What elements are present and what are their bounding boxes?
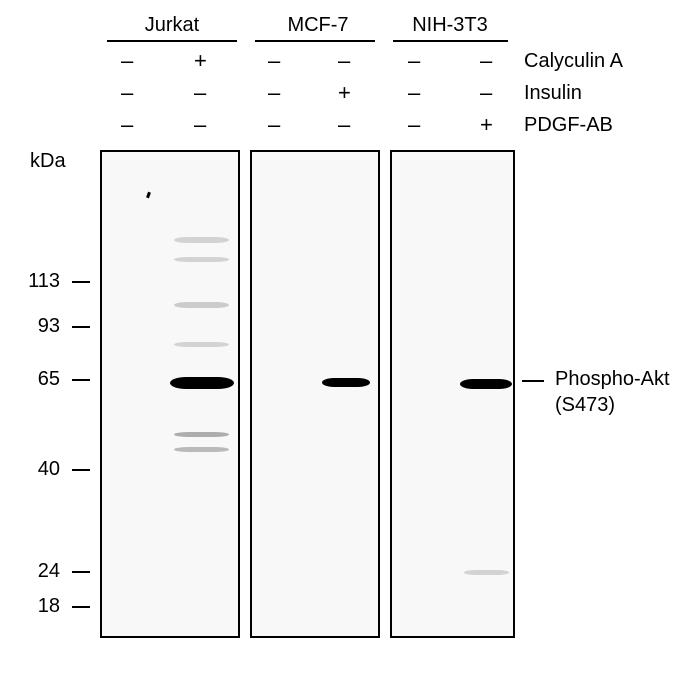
treatment-label-calyculin: Calyculin A xyxy=(524,50,623,73)
underline-nih3t3 xyxy=(393,40,508,42)
treatment-symbol: – xyxy=(194,112,206,138)
blot-panel-nih3t3 xyxy=(390,150,515,638)
kda-label: kDa xyxy=(30,150,66,173)
artifact-speck xyxy=(146,192,151,199)
treatment-symbol: – xyxy=(408,80,420,106)
cell-line-label-jurkat: Jurkat xyxy=(132,14,212,37)
band-faint xyxy=(174,447,229,452)
treatment-symbol: – xyxy=(121,48,133,74)
blot-panel-mcf7 xyxy=(250,150,380,638)
underline-mcf7 xyxy=(255,40,375,42)
treatment-symbol: – xyxy=(338,48,350,74)
band-faint xyxy=(174,257,229,262)
mw-label-113: 113 xyxy=(20,270,60,293)
mw-tick xyxy=(72,571,90,573)
treatment-symbol: – xyxy=(268,48,280,74)
underline-jurkat xyxy=(107,40,237,42)
treatment-symbol: – xyxy=(121,80,133,106)
cell-line-label-mcf7: MCF-7 xyxy=(283,14,353,37)
band-faint xyxy=(174,432,229,437)
target-tick xyxy=(522,380,544,382)
treatment-symbol: – xyxy=(121,112,133,138)
treatment-symbol: – xyxy=(268,80,280,106)
treatment-symbol: + xyxy=(194,48,207,74)
mw-tick xyxy=(72,606,90,608)
mw-tick xyxy=(72,469,90,471)
treatment-symbol: + xyxy=(480,112,493,138)
band-faint xyxy=(174,342,229,347)
western-blot-figure: { "figure": { "width_px": 678, "height_p… xyxy=(0,0,678,680)
mw-tick xyxy=(72,326,90,328)
mw-tick xyxy=(72,379,90,381)
band-phospho-akt xyxy=(460,379,512,389)
treatment-symbol: – xyxy=(408,48,420,74)
band-faint xyxy=(464,570,509,575)
treatment-label-insulin: Insulin xyxy=(524,82,582,105)
target-label-line1: Phospho-Akt xyxy=(555,368,670,391)
target-label-line2: (S473) xyxy=(555,394,615,417)
band-phospho-akt xyxy=(170,377,234,389)
band-faint xyxy=(174,237,229,243)
treatment-symbol: + xyxy=(338,80,351,106)
band-phospho-akt xyxy=(322,378,370,387)
band-faint xyxy=(174,302,229,308)
blot-panel-jurkat xyxy=(100,150,240,638)
cell-line-label-nih3t3: NIH-3T3 xyxy=(410,14,490,37)
treatment-symbol: – xyxy=(480,80,492,106)
treatment-symbol: – xyxy=(268,112,280,138)
treatment-symbol: – xyxy=(408,112,420,138)
mw-label-40: 40 xyxy=(20,458,60,481)
treatment-label-pdgf: PDGF-AB xyxy=(524,114,613,137)
mw-tick xyxy=(72,281,90,283)
mw-label-18: 18 xyxy=(20,595,60,618)
treatment-symbol: – xyxy=(480,48,492,74)
mw-label-65: 65 xyxy=(20,368,60,391)
treatment-symbol: – xyxy=(338,112,350,138)
mw-label-93: 93 xyxy=(20,315,60,338)
treatment-symbol: – xyxy=(194,80,206,106)
mw-label-24: 24 xyxy=(20,560,60,583)
